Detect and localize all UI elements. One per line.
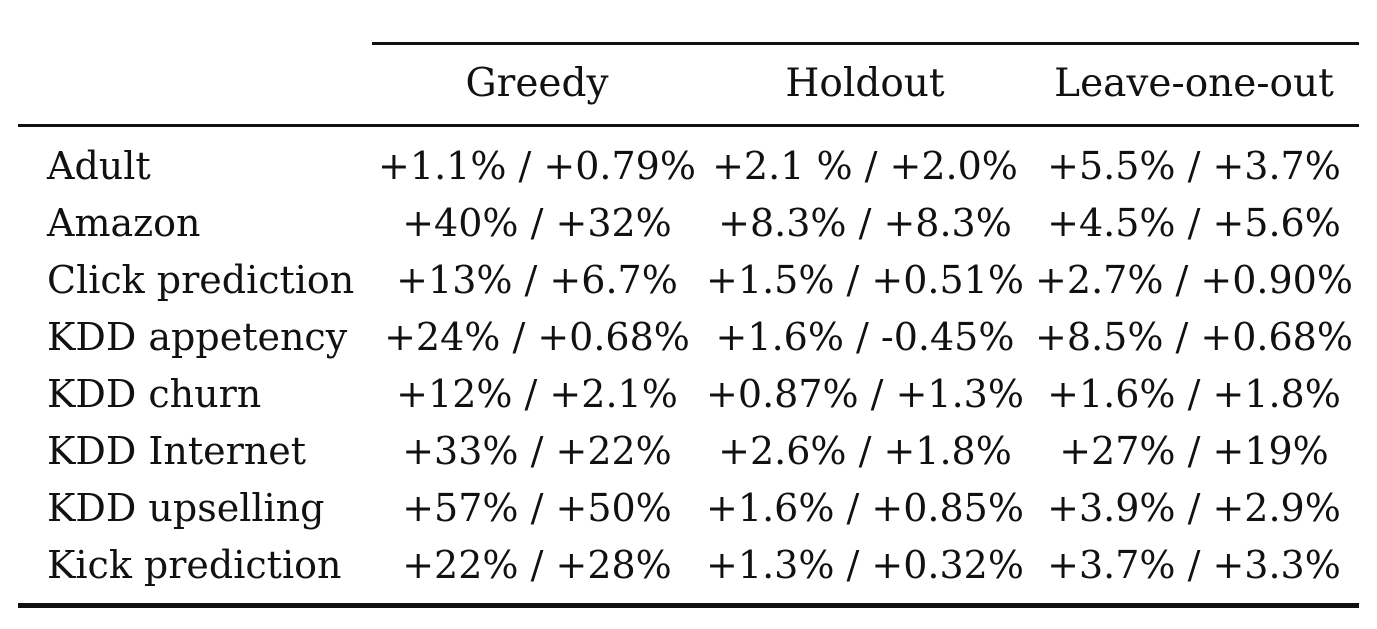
cell-leave-one-out: +1.6% / +1.8%: [1047, 372, 1341, 416]
cell-greedy: +33% / +22%: [402, 429, 672, 473]
row-label: Kick prediction: [47, 543, 342, 587]
cell-greedy: +40% / +32%: [402, 201, 672, 245]
cell-holdout: +1.6% / +0.85%: [706, 486, 1024, 530]
cell-leave-one-out: +3.9% / +2.9%: [1047, 486, 1341, 530]
cell-leave-one-out: +3.7% / +3.3%: [1047, 543, 1341, 587]
row-label: KDD churn: [47, 372, 262, 416]
cell-greedy: +13% / +6.7%: [396, 258, 678, 302]
row-label: Amazon: [47, 201, 201, 245]
header-rule: [18, 124, 1359, 127]
header-greedy: Greedy: [465, 61, 609, 106]
cell-leave-one-out: +8.5% / +0.68%: [1035, 315, 1353, 359]
cell-greedy: +24% / +0.68%: [384, 315, 690, 359]
cell-holdout: +1.5% / +0.51%: [706, 258, 1024, 302]
header-holdout: Holdout: [785, 61, 945, 106]
cell-holdout: +0.87% / +1.3%: [706, 372, 1024, 416]
row-label: Click prediction: [47, 258, 355, 302]
cell-leave-one-out: +5.5% / +3.7%: [1047, 144, 1341, 188]
cell-leave-one-out: +4.5% / +5.6%: [1047, 201, 1341, 245]
row-label: KDD Internet: [47, 429, 307, 473]
row-label: Adult: [47, 144, 151, 188]
cell-holdout: +2.1 % / +2.0%: [712, 144, 1018, 188]
top-rule: [372, 42, 1359, 45]
cell-holdout: +1.3% / +0.32%: [706, 543, 1024, 587]
cell-greedy: +12% / +2.1%: [396, 372, 678, 416]
cell-greedy: +22% / +28%: [402, 543, 672, 587]
cell-holdout: +1.6% / -0.45%: [715, 315, 1015, 359]
cell-leave-one-out: +2.7% / +0.90%: [1035, 258, 1353, 302]
row-label: KDD appetency: [47, 315, 348, 359]
cell-greedy: +57% / +50%: [402, 486, 672, 530]
row-label: KDD upselling: [47, 486, 325, 530]
bottom-rule: [18, 603, 1359, 608]
cell-holdout: +8.3% / +8.3%: [718, 201, 1012, 245]
cell-greedy: +1.1% / +0.79%: [378, 144, 696, 188]
cell-leave-one-out: +27% / +19%: [1059, 429, 1329, 473]
cell-holdout: +2.6% / +1.8%: [718, 429, 1012, 473]
header-leave-one-out: Leave-one-out: [1054, 61, 1334, 106]
